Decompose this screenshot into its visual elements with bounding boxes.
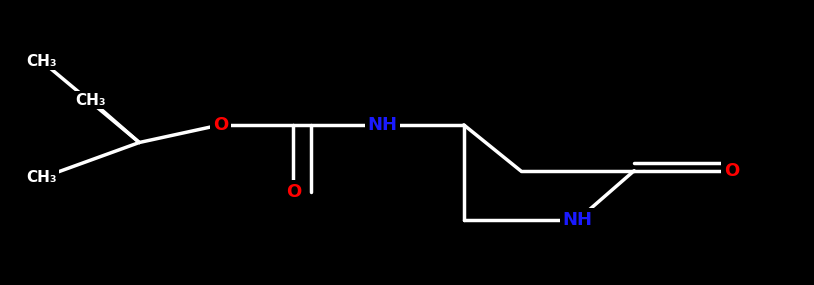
Text: NH: NH xyxy=(368,116,398,134)
Text: O: O xyxy=(286,183,301,201)
Text: CH₃: CH₃ xyxy=(27,170,57,185)
Text: O: O xyxy=(212,116,228,134)
Text: CH₃: CH₃ xyxy=(27,54,57,69)
Text: NH: NH xyxy=(562,211,593,229)
Text: CH₃: CH₃ xyxy=(76,93,106,108)
Text: O: O xyxy=(724,162,739,180)
